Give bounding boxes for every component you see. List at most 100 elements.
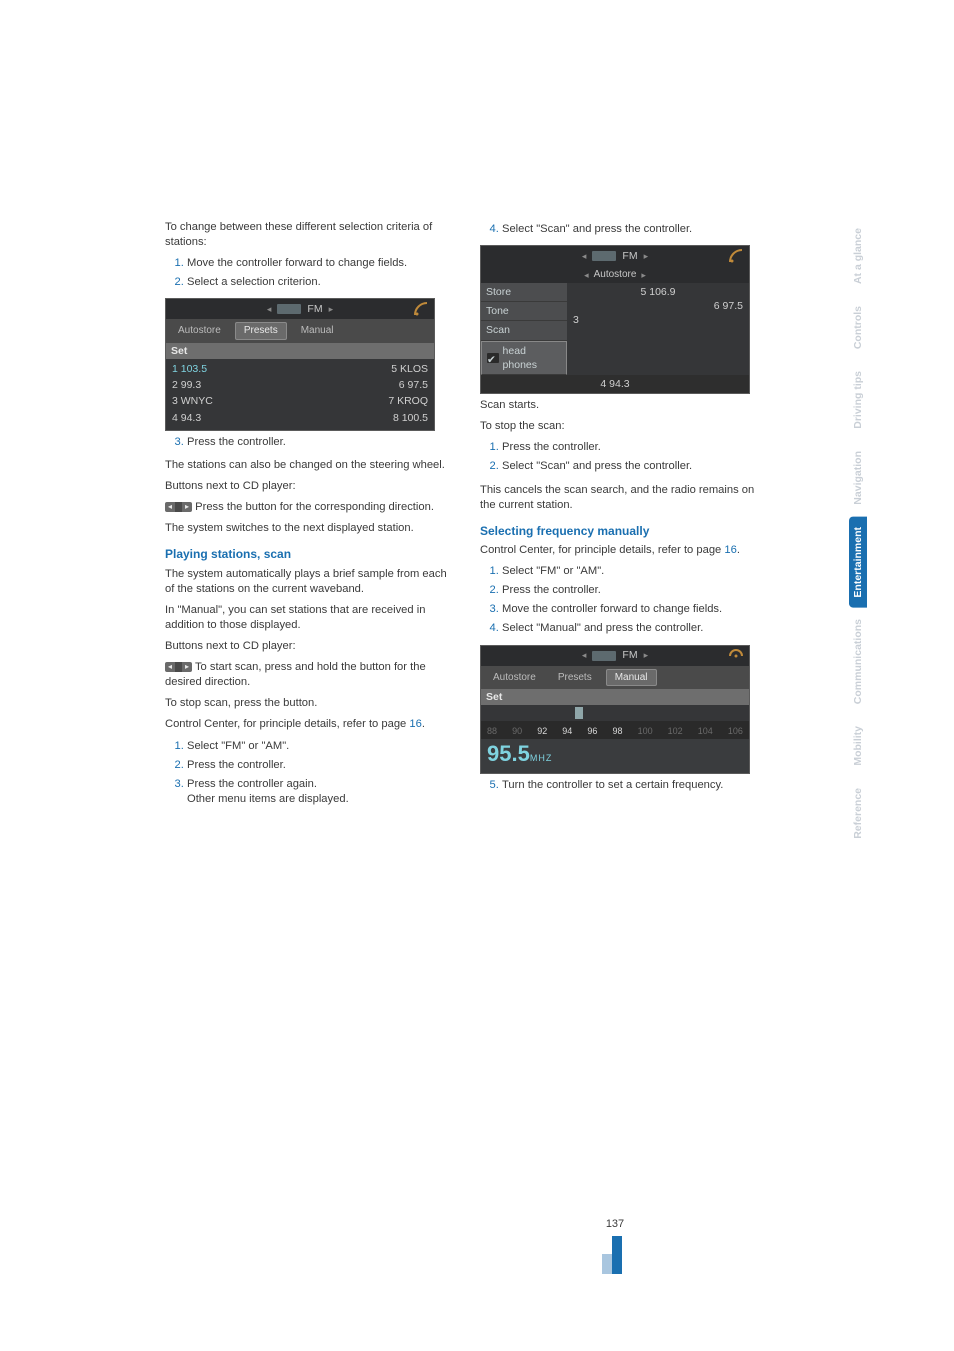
fig3-tab-manual[interactable]: Manual: [606, 669, 657, 687]
steering-wheel-note: The stations can also be changed on the …: [165, 458, 450, 473]
cd-buttons-label: Buttons next to CD player:: [165, 479, 450, 494]
content-columns: To change between these different select…: [165, 220, 765, 815]
cancel-text: This cancels the scan search, and the ra…: [480, 483, 765, 513]
arrow-left-icon: ◂: [582, 649, 587, 661]
step-1: Move the controller forward to change fi…: [187, 256, 450, 271]
play-buttons-text: ◂▸ To start scan, press and hold the but…: [165, 660, 450, 690]
fig1-band-label: FM: [307, 302, 322, 316]
play-buttons-label: Buttons next to CD player:: [165, 639, 450, 654]
dn-88: 88: [487, 725, 497, 737]
fig1-preset-list: 1 103.55 KLOS 2 99.36 97.5 3 WNYC7 KROQ …: [166, 359, 434, 430]
fig1-set-label: Set: [166, 343, 434, 359]
tab-entertainment[interactable]: Entertainment: [849, 517, 867, 608]
fig3-frequency: 95.5MHZ: [481, 739, 749, 773]
info-arc-icon: [729, 649, 743, 663]
figure-manual: ◂ FM ▸ Autostore Presets Manual Set: [480, 645, 750, 775]
right-column: Select "Scan" and press the controller. …: [480, 220, 765, 815]
dial-numbers: 88 90 92 94 96 98 100 102 104 106: [487, 725, 743, 737]
selection-steps-cont: Press the controller.: [165, 435, 450, 450]
page: At a glance Controls Driving tips Naviga…: [0, 0, 954, 1351]
scan-step4-list: Select "Scan" and press the controller.: [480, 222, 765, 237]
step-3: Press the controller.: [187, 435, 450, 450]
cd-buttons-text-body: Press the button for the corresponding d…: [195, 501, 434, 513]
fig2-band-label: FM: [622, 249, 637, 263]
cd-buttons-text: ◂▸ Press the button for the correspondin…: [165, 500, 450, 515]
scan-step-2: Press the controller.: [187, 758, 450, 773]
fig3-set-label: Set: [481, 689, 749, 705]
figure-autostore: ◂ FM ▸ ◂ Autostore ▸ Store Tone Scan: [480, 245, 750, 394]
tab-at-a-glance[interactable]: At a glance: [849, 218, 867, 294]
to-stop-scan: To stop the scan:: [480, 419, 765, 434]
manual-step-1: Select "FM" or "AM".: [502, 564, 765, 579]
side-tabs: At a glance Controls Driving tips Naviga…: [849, 218, 869, 851]
stop-steps: Press the controller. Select "Scan" and …: [480, 440, 765, 474]
preset-6[interactable]: 6 97.5: [399, 378, 428, 392]
slider-handle[interactable]: [575, 707, 583, 719]
preset-1[interactable]: 1 103.5: [172, 362, 207, 376]
manual-steps: Select "FM" or "AM". Press the controlle…: [480, 564, 765, 636]
page-bar-light: [602, 1254, 612, 1274]
opt-headphones-label: head phones: [503, 344, 561, 372]
fig3-band-label: FM: [622, 648, 637, 662]
dn-90: 90: [512, 725, 522, 737]
cc-ref-left: Control Center, for principle details, r…: [165, 717, 450, 732]
opt-headphones[interactable]: ✔ head phones: [481, 341, 567, 375]
preset-8[interactable]: 8 100.5: [393, 411, 428, 425]
fig2-footer: 4 94.3: [481, 375, 749, 393]
fig2-side-options: Store Tone Scan ✔ head phones: [481, 283, 567, 375]
heading-manual: Selecting frequency manually: [480, 523, 765, 539]
scan-step-1: Select "FM" or "AM".: [187, 739, 450, 754]
tab-reference[interactable]: Reference: [849, 778, 867, 849]
fig3-tab-presets[interactable]: Presets: [550, 670, 600, 686]
fig2-topbar: ◂ FM ▸: [481, 246, 749, 266]
intro-text: To change between these different select…: [165, 220, 450, 250]
tab-driving-tips[interactable]: Driving tips: [849, 361, 867, 439]
opt-store[interactable]: Store: [481, 283, 567, 302]
tab-navigation[interactable]: Navigation: [849, 441, 867, 515]
tab-controls[interactable]: Controls: [849, 296, 867, 359]
fig2-sub-label: Autostore: [594, 268, 637, 282]
scan-step-4: Select "Scan" and press the controller.: [502, 222, 765, 237]
preset-3[interactable]: 3 WNYC: [172, 394, 213, 408]
play-buttons-text-body: To start scan, press and hold the button…: [165, 661, 426, 688]
fig1-tab-presets[interactable]: Presets: [235, 322, 287, 340]
preset-2[interactable]: 2 99.3: [172, 378, 201, 392]
fig2-body: Store Tone Scan ✔ head phones 5 106.9 6 …: [481, 283, 749, 375]
preset-7[interactable]: 7 KROQ: [388, 394, 428, 408]
fig1-tab-manual[interactable]: Manual: [293, 323, 342, 339]
dn-106: 106: [728, 725, 743, 737]
opt-tone[interactable]: Tone: [481, 302, 567, 321]
preset-4[interactable]: 4 94.3: [172, 411, 201, 425]
preset-5[interactable]: 5 KLOS: [391, 362, 428, 376]
info-arc-icon: [414, 302, 428, 316]
scan-steps: Select "FM" or "AM". Press the controlle…: [165, 739, 450, 807]
prev-next-icon-2[interactable]: ◂▸: [165, 662, 192, 672]
cc-ref-right-b: .: [737, 544, 740, 556]
page-bar: [612, 1236, 622, 1274]
manual-step-2: Press the controller.: [502, 583, 765, 598]
arrow-left-icon: ◂: [582, 250, 587, 262]
manual-step-5: Turn the controller to set a certain fre…: [502, 778, 765, 793]
arrow-right-icon: ▸: [329, 303, 334, 315]
opt-scan[interactable]: Scan: [481, 321, 567, 340]
prev-next-icon[interactable]: ◂▸: [165, 502, 192, 512]
stop-step-1: Press the controller.: [502, 440, 765, 455]
page-number: 137: [465, 1218, 765, 1230]
tab-mobility[interactable]: Mobility: [849, 716, 867, 776]
band-icon: [592, 251, 616, 261]
cc-ref-right-page[interactable]: 16: [724, 544, 736, 556]
dn-102: 102: [668, 725, 683, 737]
dn-94: 94: [562, 725, 572, 737]
tab-communications[interactable]: Communications: [849, 609, 867, 714]
fig3-tab-autostore[interactable]: Autostore: [485, 670, 544, 686]
freq-unit: MHZ: [530, 753, 553, 763]
step-2: Select a selection criterion.: [187, 275, 450, 290]
left-column: To change between these different select…: [165, 220, 450, 815]
info-arc-icon: [729, 249, 743, 263]
fig1-tabs: Autostore Presets Manual: [166, 319, 434, 343]
cc-ref-left-page[interactable]: 16: [409, 718, 421, 730]
fig2-row-2: 6 97.5: [573, 299, 743, 313]
stop-step-2: Select "Scan" and press the controller.: [502, 459, 765, 474]
heading-playing-scan: Playing stations, scan: [165, 546, 450, 562]
fig1-tab-autostore[interactable]: Autostore: [170, 323, 229, 339]
